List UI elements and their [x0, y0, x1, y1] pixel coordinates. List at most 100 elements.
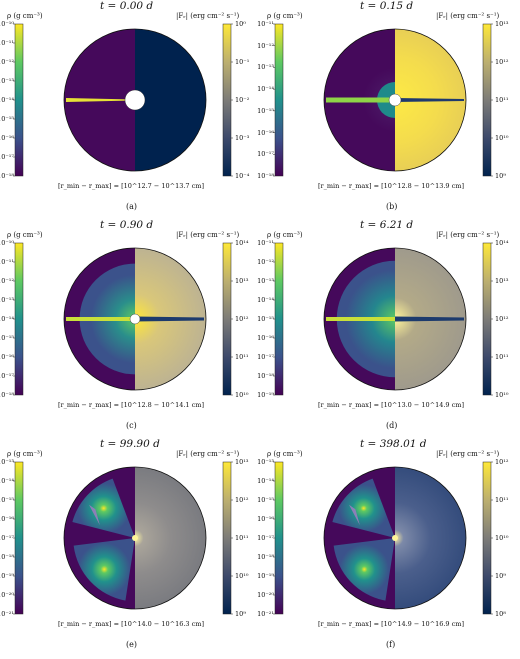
density-colorbar-label: ρ (g cm⁻³): [267, 12, 303, 20]
density-tick-label: 10⁻¹¹: [0, 39, 14, 47]
density-colorbar: [14, 242, 24, 396]
density-tick-label: 10⁻¹³: [257, 277, 274, 285]
flux-tick-label: 10⁻⁴: [235, 172, 250, 180]
density-tick-label: 10⁻¹³: [257, 63, 274, 72]
density-tick-label: 10⁻¹⁹: [257, 572, 274, 580]
density-colorbar: [274, 242, 284, 396]
density-tick-label: 10⁻¹⁷: [0, 153, 14, 161]
density-tick-label: 10⁻¹¹: [0, 258, 14, 266]
flux-tick-label: 10⁰: [235, 20, 246, 28]
density-tick-label: 10⁻¹⁸: [0, 172, 14, 180]
flux-tick-label: 10⁻³: [235, 134, 250, 142]
central-source: [392, 535, 398, 541]
flux-colorbar: [482, 242, 492, 396]
density-tick-label: 10⁻¹³: [0, 77, 14, 85]
flux-tick-label: 10¹¹: [235, 353, 249, 361]
density-tick-label: 10⁻²¹: [257, 610, 274, 618]
flux-colorbar-label: |Fᵣ| (erg cm⁻² s⁻¹): [176, 231, 240, 239]
density-tick-label: 10⁻¹⁷: [0, 534, 14, 542]
flux-colorbar: [482, 23, 492, 177]
flux-tick-label: 10¹⁰: [495, 134, 509, 142]
density-tick-label: 10⁻¹⁷: [257, 353, 274, 361]
panel-time-title: t = 99.90 d: [100, 438, 160, 450]
flux-tick-label: 10⁹: [235, 610, 246, 618]
flux-colorbar-label: |Fᵣ| (erg cm⁻² s⁻¹): [176, 12, 240, 20]
flux-tick-label: 10⁸: [495, 610, 506, 618]
density-tick-label: 10⁻¹⁸: [0, 391, 14, 399]
panel-plot: [13, 23, 233, 177]
density-structure: [72, 478, 135, 601]
flux-colorbar: [222, 461, 232, 615]
flux-colorbar-label: |Fᵣ| (erg cm⁻² s⁻¹): [436, 450, 500, 458]
density-tick-label: 10⁻¹⁷: [0, 372, 14, 380]
density-tick-label: 10⁻²¹: [0, 610, 14, 618]
density-colorbar: [14, 23, 24, 177]
domain-outline: [323, 28, 467, 172]
subfigure-label: (b): [386, 202, 398, 211]
flux-tick-label: 10¹²: [235, 315, 249, 323]
flux-tick-label: 10¹³: [495, 277, 509, 285]
density-structure: [332, 478, 395, 601]
central-source: [132, 535, 138, 541]
subfigure-label: (d): [386, 421, 398, 430]
radius-range: [r_min − r_max] = [10^14.9 − 10^16.9 cm]: [318, 620, 464, 628]
panel-plot: [13, 461, 233, 615]
panel-time-title: t = 6.21 d: [360, 219, 414, 231]
subfigure-label: (a): [126, 202, 138, 211]
density-tick-label: 10⁻¹⁶: [257, 334, 274, 342]
disk-streak: [66, 317, 135, 321]
disk-streak-right: [395, 98, 464, 102]
inner-boundary: [124, 89, 146, 111]
density-tick-label: 10⁻²⁰: [0, 591, 14, 599]
density-tick-label: 10⁻¹⁵: [257, 106, 274, 115]
density-colorbar-label: ρ (g cm⁻³): [7, 450, 43, 458]
density-tick-label: 10⁻¹¹: [257, 239, 274, 247]
panel-e: t = 99.90 d ρ (g cm⁻³) |Fᵣ| (erg cm⁻² s⁻¹)…: [0, 438, 260, 657]
density-tick-label: 10⁻¹²: [257, 258, 274, 266]
density-tick-label: 10⁻¹²: [0, 277, 14, 285]
density-tick-label: 10⁻¹⁸: [257, 553, 274, 561]
radius-range: [r_min − r_max] = [10^14.0 − 10^16.3 cm]: [58, 620, 204, 628]
flux-tick-label: 10¹²: [235, 496, 249, 504]
flux-colorbar-label: |Fᵣ| (erg cm⁻² s⁻¹): [176, 450, 240, 458]
density-tick-label: 10⁻¹⁷: [257, 534, 274, 542]
density-tick-label: 10⁻¹⁵: [0, 334, 14, 342]
panel-f: t = 398.01 d ρ (g cm⁻³) |Fᵣ| (erg cm⁻² s⁻¹…: [257, 438, 520, 657]
density-tick-label: 10⁻¹³: [0, 458, 14, 466]
flux-tick-label: 10¹³: [235, 458, 249, 466]
domain-outline: [323, 247, 467, 391]
density-tick-label: 10⁻¹⁹: [0, 572, 14, 580]
flux-tick-label: 10¹⁴: [495, 239, 509, 247]
flux-half: [395, 467, 466, 609]
radius-range: [r_min − r_max] = [10^12.8 − 10^14.1 cm]: [58, 401, 204, 409]
panel-plot: [13, 242, 233, 396]
density-tick-label: 10⁻¹⁴: [257, 296, 274, 304]
panel-plot: [273, 461, 493, 615]
density-tick-label: 10⁻¹⁵: [0, 496, 14, 504]
panel-c: t = 0.90 dρ (g cm⁻³)|Fᵣ| (erg cm⁻² s⁻¹)1…: [0, 219, 260, 438]
radius-range: [r_min − r_max] = [10^12.8 − 10^13.9 cm]: [318, 182, 464, 190]
disk-streak: [326, 97, 395, 103]
flux-colorbar-label: |Fᵣ| (erg cm⁻² s⁻¹): [436, 12, 500, 20]
density-tick-label: 10⁻¹⁶: [0, 515, 14, 523]
radius-range: [r_min − r_max] = [10^12.7 − 10^13.7 cm]: [58, 182, 204, 190]
density-tick-label: 10⁻¹⁹: [257, 391, 274, 399]
density-tick-label: 10⁻¹⁶: [257, 515, 274, 523]
density-tick-label: 10⁻¹⁴: [257, 477, 274, 485]
panel-plot: [273, 23, 493, 177]
density-tick-label: 10⁻¹⁴: [0, 96, 14, 104]
inner-boundary: [388, 93, 402, 107]
density-tick-label: 10⁻¹³: [0, 296, 14, 304]
flux-tick-label: 10¹⁴: [235, 239, 249, 247]
flux-half: [135, 467, 206, 609]
panel-plot: [273, 242, 493, 396]
flux-tick-label: 10⁻²: [235, 96, 250, 104]
flux-tick-label: 10¹¹: [495, 496, 509, 504]
flux-tick-label: 10¹²: [495, 458, 509, 466]
flux-tick-label: 10¹⁰: [495, 391, 509, 399]
density-colorbar: [14, 461, 24, 615]
flux-tick-label: 10¹¹: [495, 96, 509, 104]
domain-outline: [323, 466, 467, 610]
density-tick-label: 10⁻¹⁵: [257, 496, 274, 504]
